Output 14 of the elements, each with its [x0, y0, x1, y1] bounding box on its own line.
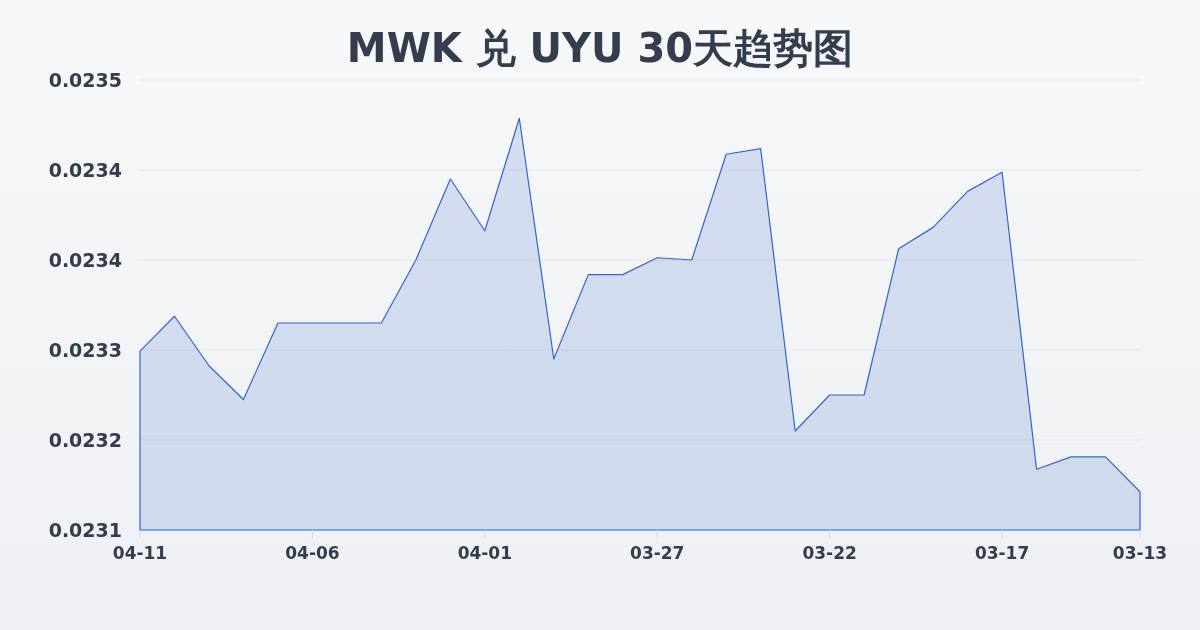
y-tick-label: 0.0235	[48, 68, 122, 91]
y-tick-label: 0.0232	[48, 428, 122, 451]
x-tick-label: 03-13	[1112, 543, 1168, 563]
chart-title: MWK 兑 UYU 30天趋势图	[346, 25, 854, 71]
x-tick-label: 03-17	[974, 543, 1030, 563]
x-tick-label: 04-06	[285, 543, 340, 563]
y-tick-label: 0.0234	[48, 158, 122, 181]
x-tick-label: 04-01	[457, 543, 513, 563]
x-tick-label: 04-11	[112, 543, 168, 563]
x-tick-label: 03-27	[630, 543, 685, 563]
y-tick-label: 0.0234	[48, 248, 122, 271]
y-tick-label: 0.0233	[48, 338, 122, 361]
y-tick-label: 0.0231	[48, 518, 122, 541]
x-tick-label: 03-22	[802, 543, 857, 563]
